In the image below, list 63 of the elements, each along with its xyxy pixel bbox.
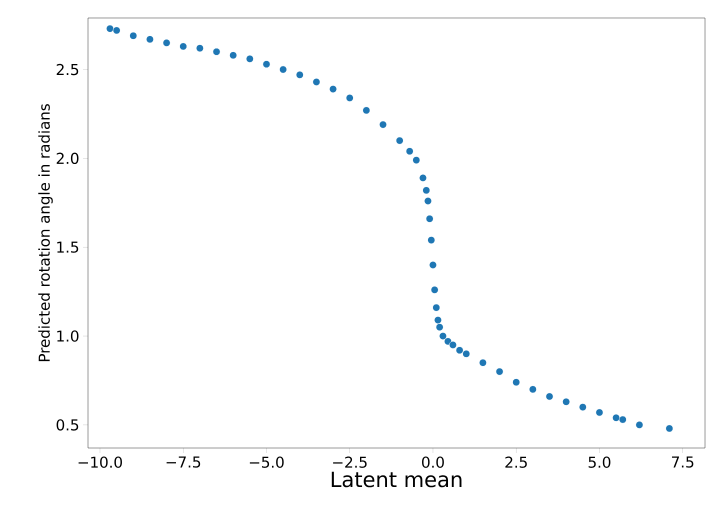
point	[362, 106, 370, 114]
point	[439, 332, 447, 340]
y-tick-label: 1.5	[57, 242, 78, 253]
point	[279, 66, 287, 74]
point	[449, 341, 457, 349]
point	[496, 368, 504, 376]
x-tick-label: 5.0	[588, 456, 610, 468]
point	[422, 186, 430, 194]
point	[436, 323, 444, 332]
point	[424, 197, 432, 205]
point	[106, 24, 114, 33]
point	[129, 32, 138, 40]
y-tick-label: 2.5	[56, 64, 78, 76]
x-tick-label: −2.5	[333, 456, 367, 468]
point	[430, 286, 438, 294]
point	[444, 338, 452, 346]
point	[578, 403, 587, 411]
point	[456, 346, 464, 354]
point	[312, 78, 320, 86]
point	[229, 51, 238, 60]
x-tick-label: 2.5	[505, 456, 527, 468]
point	[426, 214, 434, 223]
x-axis-title: Latent mean	[332, 472, 462, 488]
point	[462, 350, 470, 358]
point	[379, 120, 387, 128]
point	[196, 44, 204, 52]
point	[346, 94, 354, 102]
point	[296, 71, 304, 79]
point	[562, 398, 570, 406]
point	[432, 304, 440, 312]
point	[618, 416, 627, 424]
point	[396, 136, 404, 144]
point	[162, 39, 170, 47]
point	[262, 60, 270, 68]
y-tick-label: 2.0	[56, 152, 78, 164]
point	[427, 236, 436, 244]
y-tick-label: 1.0	[57, 330, 78, 342]
point	[406, 147, 414, 156]
point	[612, 414, 620, 422]
point	[419, 174, 427, 182]
x-tick-label: −10.0	[78, 456, 122, 468]
point	[666, 424, 674, 432]
point	[512, 378, 520, 386]
x-tick-label: 0.0	[422, 456, 444, 468]
point	[179, 42, 188, 50]
y-tick-label: 0.5	[56, 419, 78, 431]
point	[479, 358, 487, 367]
point	[112, 26, 120, 34]
point	[529, 386, 537, 394]
x-tick-label: −5.0	[250, 456, 284, 468]
point	[596, 408, 604, 416]
y-axis-title: Predicted rotation angle in radians	[38, 104, 53, 362]
point	[212, 48, 220, 56]
point	[412, 156, 420, 164]
x-tick-label: −7.5	[166, 456, 200, 468]
point	[434, 316, 442, 324]
point	[546, 392, 554, 400]
point	[146, 35, 154, 44]
point	[329, 85, 337, 93]
x-tick-label: 7.5	[672, 456, 694, 468]
point	[636, 421, 644, 429]
point	[246, 55, 254, 63]
point	[429, 261, 437, 269]
